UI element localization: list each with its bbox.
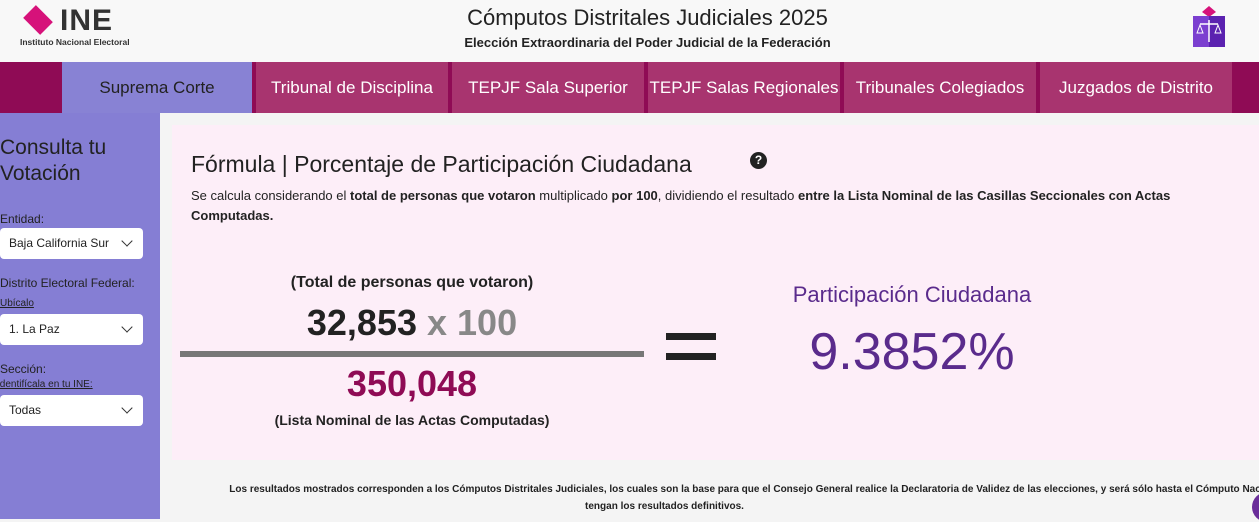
chevron-down-icon [121, 402, 133, 414]
chevron-down-icon [121, 321, 133, 333]
tab-suprema-corte[interactable]: Suprema Corte [62, 62, 252, 113]
fraction-bar [180, 351, 644, 357]
result-value: 9.3852% [809, 323, 1015, 381]
distrito-value: 1. La Paz [9, 322, 60, 336]
help-icon[interactable]: ? [750, 152, 767, 169]
identificala-link[interactable]: Identifícala en tu INE: [0, 379, 93, 390]
page-title: Cómputos Distritales Judiciales 2025 [467, 5, 828, 30]
tab-tepjf-salas-regionales[interactable]: TEPJF Salas Regionales [648, 62, 840, 113]
equals-sign [666, 333, 716, 373]
result-label: Participación Ciudadana [792, 282, 1032, 307]
denominator-label: (Lista Nominal de las Actas Computadas) [274, 412, 550, 428]
desc-bold: entre la Lista Nominal de las Casillas S… [191, 188, 1171, 223]
sidebar: Consulta tu Votación Entidad: Baja Calif… [0, 113, 160, 519]
tab-tepjf-sala-superior[interactable]: TEPJF Sala Superior [452, 62, 644, 113]
chevron-down-icon [121, 235, 133, 247]
page-subtitle: Elección Extraordinaria del Poder Judici… [464, 35, 831, 50]
tab-juzgados-distrito[interactable]: Juzgados de Distrito [1040, 62, 1232, 113]
ubicalo-link[interactable]: Ubícalo [0, 298, 34, 309]
formula-title: Fórmula | Porcentaje de Participación Ci… [191, 151, 692, 177]
denominator-value: 350,048 [346, 363, 478, 404]
entidad-select[interactable]: Baja California Sur [0, 228, 143, 259]
main-nav: Suprema Corte Tribunal de Disciplina TEP… [0, 62, 1259, 113]
desc-text: multiplicado [535, 188, 612, 203]
ine-logo[interactable]: INE Instituto Nacional Electoral [20, 4, 155, 48]
desc-text: Se calcula considerando el [191, 188, 350, 203]
distrito-select[interactable]: 1. La Paz [0, 314, 143, 345]
numerator: 32,853 x 100 [172, 302, 652, 344]
numerator-label: (Total de personas que votaron) [290, 274, 534, 291]
disclaimer: Los resultados mostrados corresponden a … [160, 481, 1259, 515]
times-100: x 100 [427, 302, 518, 343]
sidebar-title: Consulta tu Votación [0, 136, 107, 185]
tab-tribunales-colegiados[interactable]: Tribunales Colegiados [844, 62, 1036, 113]
desc-text: , dividiendo el resultado [657, 188, 798, 203]
tab-tribunal-disciplina[interactable]: Tribunal de Disciplina [256, 62, 448, 113]
formula-description: Se calcula considerando el total de pers… [191, 186, 1251, 226]
seccion-select[interactable]: Todas [0, 395, 143, 426]
header: INE Instituto Nacional Electoral Cómputo… [0, 0, 1259, 62]
entidad-value: Baja California Sur [9, 236, 110, 250]
formula-panel: Fórmula | Porcentaje de Participación Ci… [172, 125, 1259, 460]
votes-value: 32,853 [306, 302, 417, 343]
floating-action-button[interactable] [1252, 492, 1259, 522]
logo-text: INE [60, 4, 114, 37]
disclaimer-line: Los resultados mostrados corresponden a … [229, 484, 1259, 495]
ballot-box-scale-icon [1193, 6, 1225, 47]
disclaimer-line: tengan los resultados definitivos. [585, 501, 744, 512]
seccion-label: Sección: [0, 362, 47, 376]
distrito-label: Distrito Electoral Federal: [0, 276, 135, 290]
logo-subtitle: Instituto Nacional Electoral [20, 37, 130, 47]
desc-bold: por 100 [611, 188, 658, 203]
seccion-value: Todas [9, 403, 42, 417]
desc-bold: total de personas que votaron [350, 188, 536, 203]
entidad-label: Entidad: [0, 212, 45, 226]
